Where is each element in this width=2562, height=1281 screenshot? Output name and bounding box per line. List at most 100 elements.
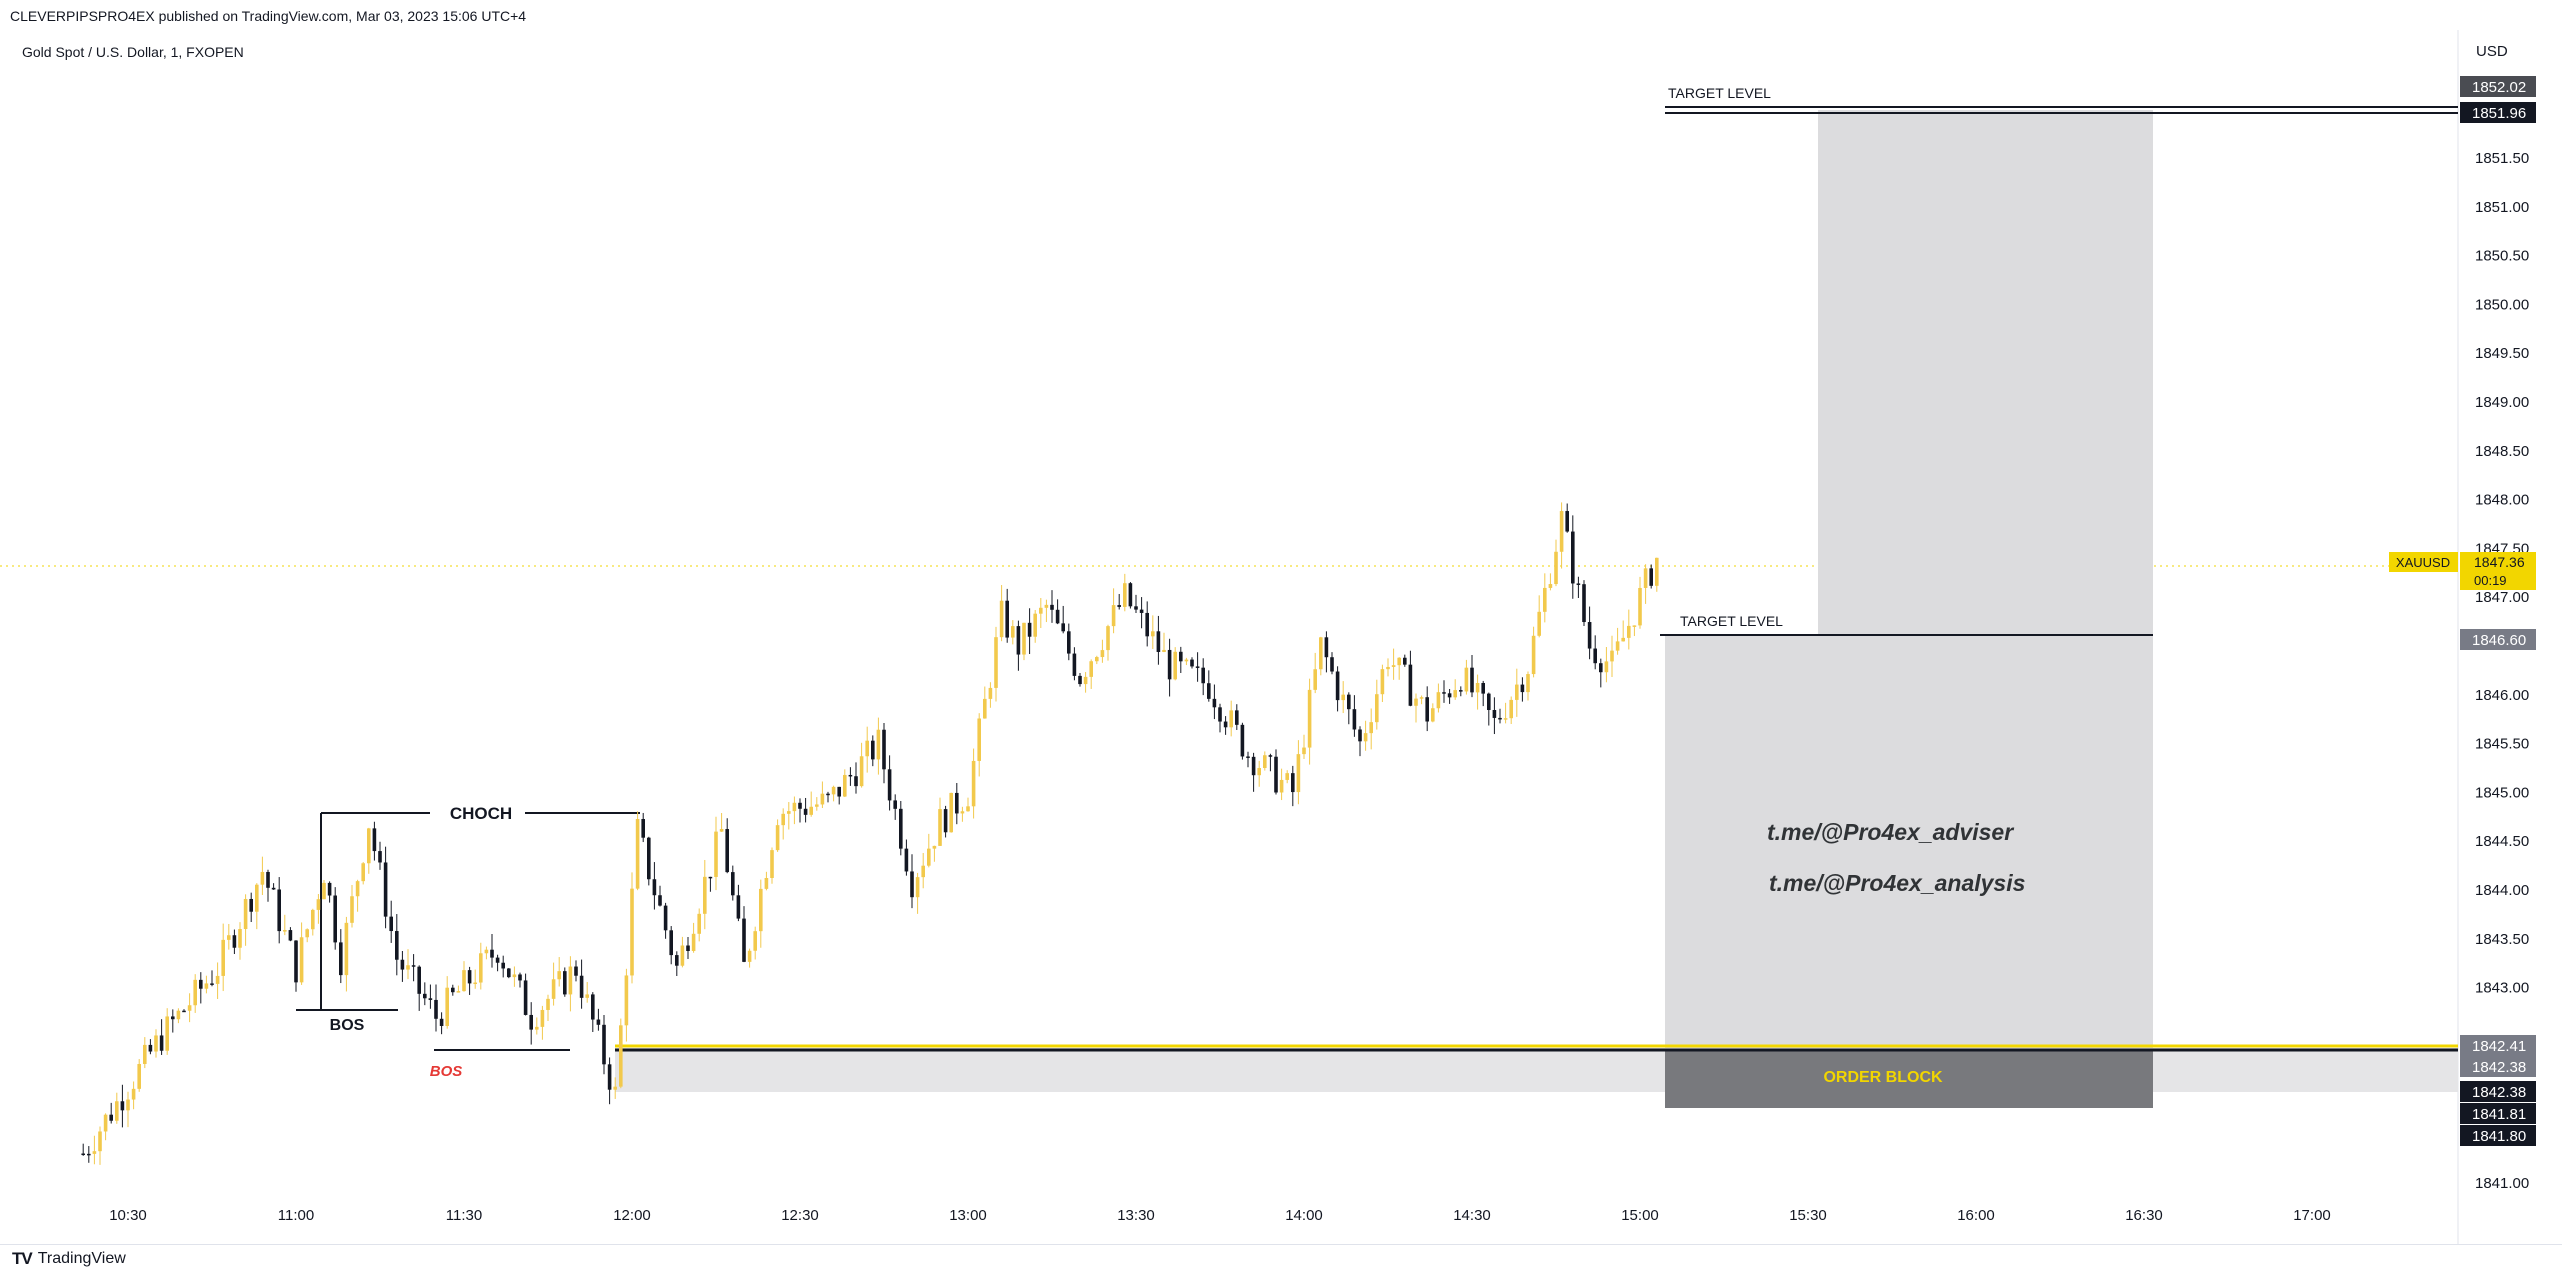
candle-body [1027, 622, 1032, 637]
candle-body [641, 819, 645, 838]
price-tick: 1844.50 [2475, 833, 2529, 850]
candle-body [389, 916, 393, 932]
candle-body [619, 1025, 623, 1087]
candle-body [495, 957, 500, 963]
candle-body [764, 878, 769, 889]
candle-body [210, 983, 214, 985]
time-tick: 14:30 [1453, 1207, 1491, 1224]
candle-body [1419, 697, 1424, 699]
candle-body [367, 828, 371, 864]
candle-body [1313, 669, 1317, 690]
candle-body [361, 863, 365, 882]
price-tag-bg [2460, 1056, 2536, 1077]
candle-body [1431, 708, 1435, 722]
candle-body [1610, 650, 1614, 662]
brand[interactable]: TV TradingView [12, 1249, 126, 1269]
candle-body [820, 793, 825, 805]
candle-body [1627, 625, 1631, 638]
candle-body [837, 786, 841, 797]
candle-body [1604, 661, 1609, 673]
candle-body [1117, 605, 1121, 607]
candle-body [1246, 756, 1250, 758]
candle-body [260, 871, 265, 885]
candle-body [887, 769, 892, 801]
candle-body [759, 888, 763, 932]
candle-body [899, 808, 903, 849]
order-block-box [1665, 1050, 2153, 1108]
candle-body [383, 862, 388, 917]
candle-body [1576, 583, 1581, 585]
order-block-label: ORDER BLOCK [1823, 1069, 1943, 1086]
candle-body [1319, 637, 1323, 670]
candle-body [120, 1101, 125, 1111]
candle-body [1235, 710, 1239, 725]
price-chart[interactable]: USD 1841.001843.001843.501844.001844.501… [0, 0, 2562, 1244]
candle-body [630, 888, 634, 976]
candle-body [1296, 754, 1301, 793]
symbol-title: Gold Spot / U.S. Dollar, 1, FXOPEN [22, 44, 244, 60]
candle-body [966, 806, 970, 812]
candle-body [1123, 583, 1127, 607]
candle-body [775, 825, 780, 851]
candle-body [798, 802, 802, 809]
candle-body [316, 899, 321, 910]
candle-body [1039, 607, 1043, 614]
candle-body [994, 637, 998, 688]
candle-body [1632, 625, 1637, 627]
candle-body [999, 600, 1004, 638]
candle-body [831, 786, 836, 795]
candle-body [719, 829, 724, 832]
telegram-link-adviser[interactable]: t.me/@Pro4ex_adviser [1767, 819, 2014, 845]
candle-body [1201, 667, 1205, 684]
candle-body [322, 882, 326, 900]
candle-body [955, 792, 959, 814]
candle-body [518, 974, 522, 981]
candle-body [109, 1114, 113, 1121]
candle-body [339, 942, 343, 976]
candle-body [243, 898, 248, 930]
candle-body [299, 937, 304, 983]
candle-body [781, 813, 785, 826]
candle-body [1554, 551, 1558, 585]
candle-body [1498, 717, 1502, 720]
telegram-link-analysis[interactable]: t.me/@Pro4ex_analysis [1769, 870, 2025, 896]
candle-body [333, 895, 337, 943]
order-block-zone [615, 1048, 2458, 1092]
candle-body [697, 913, 701, 934]
candle-body [1167, 649, 1172, 680]
candle-body [1162, 649, 1166, 652]
candle-body [747, 950, 752, 962]
candle-body [815, 804, 819, 807]
candle-body [675, 955, 679, 966]
symbol-tag: XAUUSD [2396, 555, 2450, 570]
candle-body [199, 979, 203, 989]
price-tick: 1849.50 [2475, 345, 2529, 362]
candle-body [1649, 568, 1653, 586]
candle-body [529, 1014, 533, 1030]
candle-body [1302, 747, 1306, 755]
price-tag-bg [2460, 1035, 2536, 1056]
candle-body [1543, 587, 1547, 612]
candle-body [294, 940, 298, 983]
price-tags: 1852.02 1851.96 1846.60 1842.41 1842.38 1842.… [2460, 76, 2536, 1146]
candle-body [731, 872, 735, 896]
candle-body [1184, 659, 1189, 662]
candle-body [803, 808, 808, 815]
candle-body [271, 887, 276, 890]
candle-body [904, 848, 909, 872]
price-tag-bg [2460, 76, 2536, 97]
candle-body [1515, 684, 1519, 700]
candle-body [1212, 698, 1217, 708]
candle-body [971, 760, 976, 807]
candle-body [596, 1019, 601, 1025]
candle-body [624, 975, 629, 1026]
candle-body [983, 698, 987, 719]
candle-body [1016, 626, 1021, 655]
price-tag-label: 1851.96 [2472, 105, 2526, 122]
candle-body [703, 876, 707, 914]
target-zone-upper [1818, 110, 2153, 635]
candle-body [910, 871, 914, 898]
time-axis: 10:30 11:00 11:30 12:00 12:30 13:00 13:30 14:00… [109, 1207, 2331, 1224]
last-price-tag-bg [2460, 552, 2536, 590]
candle-body [1330, 657, 1334, 672]
